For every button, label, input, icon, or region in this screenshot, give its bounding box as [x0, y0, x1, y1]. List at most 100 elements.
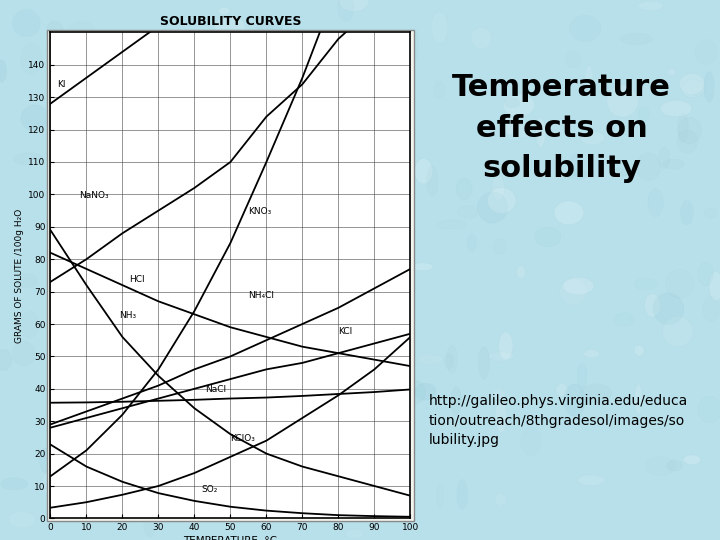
- Ellipse shape: [659, 147, 670, 169]
- Ellipse shape: [212, 375, 221, 397]
- Ellipse shape: [338, 0, 354, 21]
- Ellipse shape: [503, 94, 535, 117]
- Ellipse shape: [638, 1, 663, 10]
- Ellipse shape: [451, 387, 462, 415]
- Ellipse shape: [46, 21, 63, 43]
- Ellipse shape: [645, 457, 675, 475]
- Ellipse shape: [636, 153, 660, 181]
- Ellipse shape: [238, 410, 256, 424]
- Ellipse shape: [144, 427, 152, 447]
- Ellipse shape: [189, 234, 200, 263]
- Ellipse shape: [73, 288, 86, 318]
- Text: Temperature
effects on
solubility: Temperature effects on solubility: [452, 73, 671, 183]
- Ellipse shape: [202, 69, 226, 91]
- Ellipse shape: [94, 316, 109, 326]
- Ellipse shape: [495, 401, 507, 433]
- Ellipse shape: [371, 295, 385, 318]
- Ellipse shape: [192, 268, 201, 297]
- Ellipse shape: [683, 455, 701, 464]
- Ellipse shape: [556, 384, 568, 396]
- Ellipse shape: [55, 270, 78, 291]
- Ellipse shape: [634, 384, 642, 415]
- Ellipse shape: [359, 41, 373, 59]
- Ellipse shape: [695, 40, 718, 65]
- Ellipse shape: [597, 78, 616, 96]
- Ellipse shape: [202, 144, 222, 165]
- Ellipse shape: [333, 214, 358, 235]
- Ellipse shape: [562, 278, 594, 295]
- Ellipse shape: [253, 125, 260, 136]
- Ellipse shape: [91, 420, 115, 440]
- Ellipse shape: [272, 32, 297, 48]
- Ellipse shape: [477, 192, 508, 223]
- Ellipse shape: [258, 381, 271, 413]
- Ellipse shape: [0, 349, 12, 370]
- Ellipse shape: [577, 475, 606, 485]
- Ellipse shape: [446, 346, 457, 373]
- Ellipse shape: [415, 383, 436, 400]
- Ellipse shape: [169, 322, 184, 338]
- Ellipse shape: [458, 205, 477, 219]
- Ellipse shape: [692, 84, 705, 97]
- Ellipse shape: [704, 72, 714, 102]
- Ellipse shape: [99, 252, 112, 274]
- Ellipse shape: [471, 27, 492, 49]
- Ellipse shape: [405, 380, 426, 404]
- Ellipse shape: [225, 90, 239, 115]
- Ellipse shape: [681, 80, 705, 97]
- Ellipse shape: [411, 29, 418, 60]
- Ellipse shape: [12, 341, 35, 366]
- Ellipse shape: [564, 384, 585, 416]
- Ellipse shape: [621, 33, 652, 45]
- Ellipse shape: [346, 67, 356, 94]
- Ellipse shape: [698, 396, 720, 422]
- Ellipse shape: [368, 502, 379, 528]
- Ellipse shape: [374, 472, 392, 492]
- Ellipse shape: [207, 363, 224, 382]
- Ellipse shape: [72, 164, 91, 191]
- Ellipse shape: [107, 90, 130, 110]
- Ellipse shape: [703, 208, 717, 218]
- Ellipse shape: [666, 269, 694, 298]
- Ellipse shape: [437, 220, 467, 229]
- Ellipse shape: [256, 270, 278, 287]
- Ellipse shape: [660, 100, 692, 117]
- Ellipse shape: [14, 153, 43, 165]
- Ellipse shape: [536, 118, 546, 147]
- Ellipse shape: [493, 239, 506, 255]
- Ellipse shape: [257, 16, 282, 38]
- Ellipse shape: [433, 82, 445, 99]
- Text: NaCl: NaCl: [205, 385, 226, 394]
- Ellipse shape: [585, 65, 593, 85]
- Ellipse shape: [372, 361, 400, 385]
- Ellipse shape: [91, 436, 111, 454]
- Ellipse shape: [251, 395, 266, 410]
- Ellipse shape: [584, 349, 600, 358]
- Ellipse shape: [166, 216, 194, 237]
- Ellipse shape: [150, 325, 158, 348]
- Ellipse shape: [565, 51, 581, 68]
- Text: KCl: KCl: [338, 327, 353, 336]
- Ellipse shape: [244, 212, 261, 231]
- Ellipse shape: [73, 340, 103, 355]
- Ellipse shape: [258, 347, 287, 369]
- Text: HCl: HCl: [130, 275, 145, 284]
- Ellipse shape: [516, 266, 526, 279]
- Ellipse shape: [427, 166, 438, 196]
- Ellipse shape: [324, 418, 340, 438]
- Ellipse shape: [296, 423, 317, 432]
- Ellipse shape: [218, 7, 230, 15]
- Ellipse shape: [375, 172, 400, 193]
- Ellipse shape: [76, 47, 97, 71]
- Ellipse shape: [212, 469, 238, 481]
- Ellipse shape: [417, 354, 443, 364]
- Ellipse shape: [328, 207, 354, 218]
- Ellipse shape: [431, 12, 448, 43]
- Ellipse shape: [456, 480, 468, 510]
- Ellipse shape: [335, 329, 359, 343]
- Ellipse shape: [21, 105, 48, 131]
- Ellipse shape: [133, 146, 148, 154]
- Ellipse shape: [321, 199, 335, 211]
- Ellipse shape: [495, 493, 506, 506]
- Ellipse shape: [505, 116, 514, 136]
